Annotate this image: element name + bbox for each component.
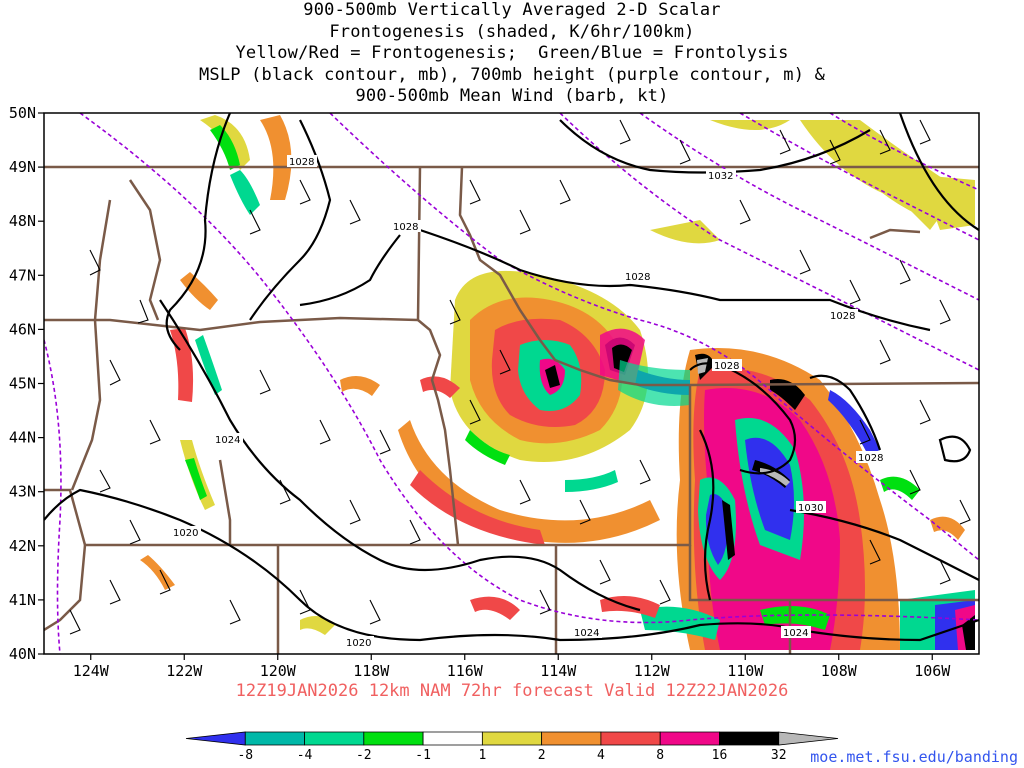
frontogenesis-shading: [140, 115, 975, 650]
colorbar-swatch: [778, 731, 839, 746]
colorbar-label: -4: [297, 748, 313, 763]
political-borders: [44, 165, 979, 654]
colorbar-swatch: [422, 731, 483, 746]
lon-label: 120W: [260, 662, 297, 680]
credit-link[interactable]: moe.met.fsu.edu/banding: [810, 748, 1018, 766]
isobar-label: 1024: [574, 628, 599, 639]
colorbar-swatch: [363, 731, 424, 746]
map-plot-area: 1028 1032 1028 1028 1028 1028 1028 1024 …: [44, 113, 979, 654]
lon-label: 116W: [447, 662, 484, 680]
colorbar-swatch: [541, 731, 602, 746]
lat-label: 44N: [9, 429, 36, 447]
lon-label: 122W: [166, 662, 203, 680]
isobar-label: 1024: [783, 628, 808, 639]
isobar-label: 1030: [798, 503, 823, 514]
lat-label: 47N: [9, 266, 36, 284]
chart-title: 900-500mb Vertically Averaged 2-D Scalar…: [0, 0, 1024, 108]
lon-label: 108W: [821, 662, 858, 680]
latitude-axis: 40N 41N 42N 43N 44N 45N 46N 47N 48N 49N 50N: [9, 104, 44, 663]
lat-label: 46N: [9, 320, 36, 338]
lon-label: 112W: [634, 662, 671, 680]
lat-label: 49N: [9, 158, 36, 176]
colorbar-label: 2: [538, 748, 546, 763]
forecast-valid-line: 12Z19JAN2026 12km NAM 72hr forecast Vali…: [235, 681, 789, 701]
colorbar-swatch: [659, 731, 720, 746]
lat-label: 48N: [9, 212, 36, 230]
colorbar-label: 1: [478, 748, 486, 763]
lat-label: 42N: [9, 537, 36, 555]
height-contours: [44, 113, 979, 654]
lon-label: 106W: [914, 662, 951, 680]
isobar-label: 1028: [858, 453, 883, 464]
colorbar-label: 4: [597, 748, 605, 763]
title-line-2: Frontogenesis (shaded, K/6hr/100km): [329, 21, 695, 42]
isobar-label: 1028: [289, 157, 314, 168]
title-line-5: 900-500mb Mean Wind (barb, kt): [355, 86, 669, 106]
lat-label: 40N: [9, 645, 36, 663]
lon-label: 124W: [73, 662, 110, 680]
colorbar-label: -1: [415, 748, 431, 763]
lat-label: 50N: [9, 104, 36, 122]
lon-label: 114W: [540, 662, 577, 680]
lat-label: 41N: [9, 591, 36, 609]
colorbar: -8 -4 -2 -1 1 2 4 8 16 32: [185, 731, 839, 763]
lat-label: 45N: [9, 375, 36, 393]
isobar-label: 1028: [625, 272, 650, 283]
title-line-3: Yellow/Red = Frontogenesis; Green/Blue =…: [235, 43, 789, 63]
colorbar-label: -8: [237, 748, 253, 763]
lon-label: 110W: [727, 662, 764, 680]
wind-barbs: [69, 119, 971, 635]
longitude-axis: 124W 122W 120W 118W 116W 114W 112W 110W 108W 106W: [73, 654, 951, 680]
colorbar-label: 8: [656, 748, 664, 763]
colorbar-label: 16: [712, 748, 728, 763]
isobar-label: 1028: [393, 222, 418, 233]
isobar-labels: 1028 1032 1028 1028 1028 1028 1028 1024 …: [171, 155, 886, 649]
colorbar-label: 32: [771, 748, 787, 763]
title-line-1: 900-500mb Vertically Averaged 2-D Scalar: [303, 0, 721, 20]
isobar-label: 1020: [346, 638, 371, 649]
lat-label: 43N: [9, 483, 36, 501]
colorbar-swatch: [600, 731, 661, 746]
colorbar-swatch: [244, 731, 305, 746]
isobar-label: 1028: [830, 311, 855, 322]
lon-label: 118W: [353, 662, 390, 680]
colorbar-swatch: [185, 731, 246, 746]
colorbar-swatch: [719, 731, 780, 746]
isobar-label: 1028: [714, 361, 739, 372]
title-line-4: MSLP (black contour, mb), 700mb height (…: [198, 64, 826, 85]
colorbar-label: -2: [356, 748, 372, 763]
isobar-label: 1020: [173, 528, 198, 539]
isobar-label: 1032: [708, 171, 733, 182]
colorbar-swatch: [304, 731, 365, 746]
isobar-label: 1024: [215, 435, 240, 446]
colorbar-swatch: [481, 731, 543, 746]
